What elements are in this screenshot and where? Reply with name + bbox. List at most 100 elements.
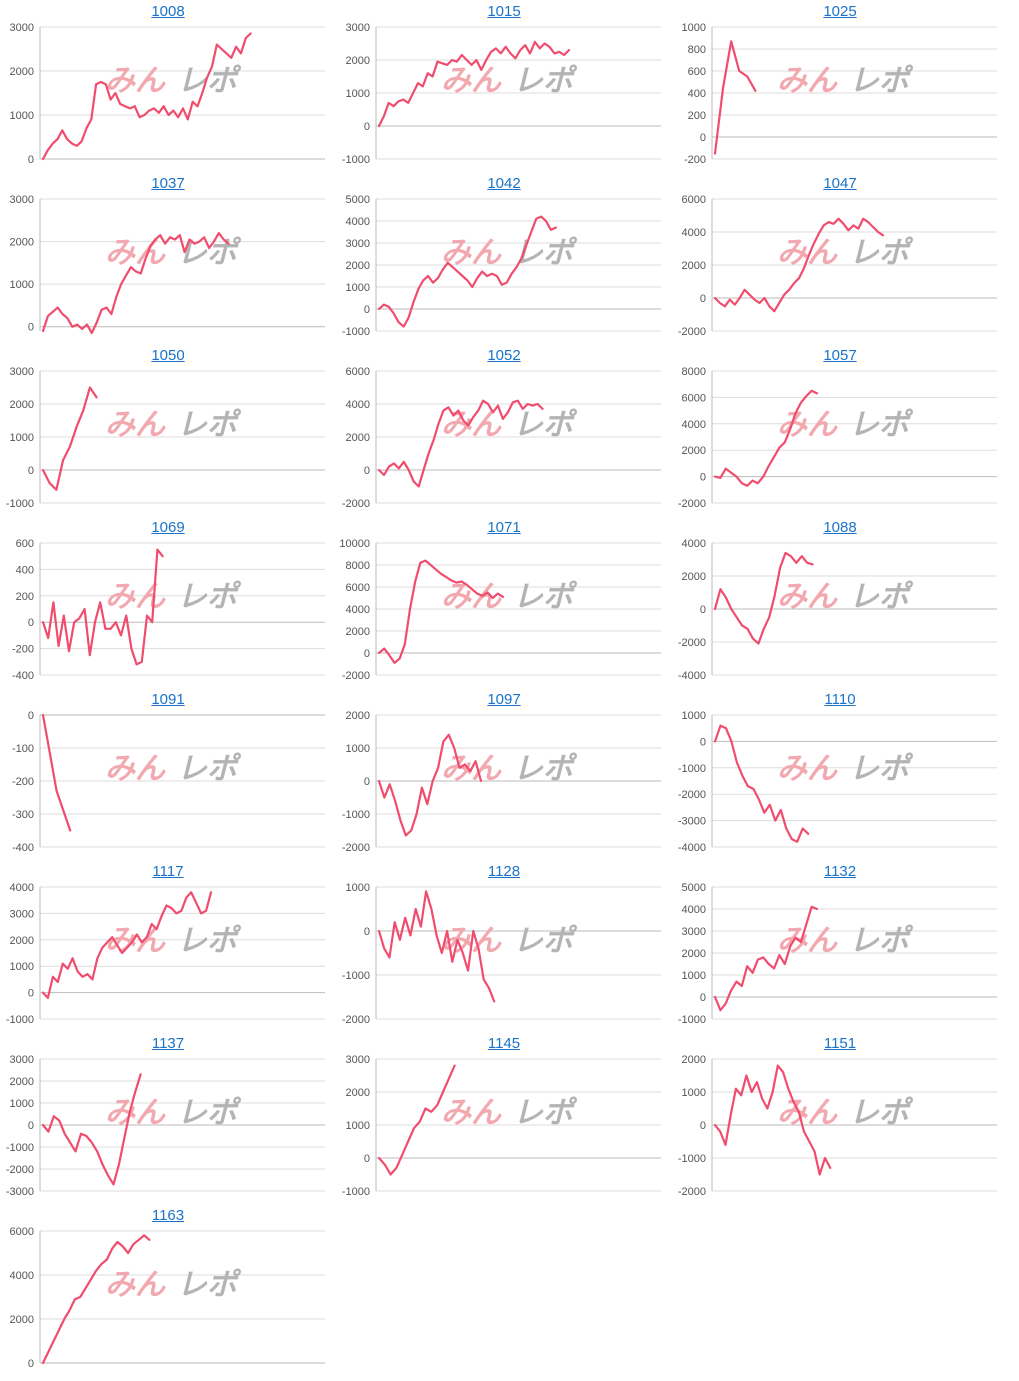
chart-panel: 1047 -2000 0 2000 4000 6000 みん レポ: [672, 173, 1008, 343]
y-tick-label: 0: [28, 465, 34, 477]
y-tick-label: 200: [688, 110, 706, 122]
y-tick-label: 3000: [10, 194, 34, 206]
chart-title-link[interactable]: 1069: [151, 519, 185, 536]
y-tick-label: -200: [12, 644, 34, 656]
y-tick-label: -400: [12, 670, 34, 682]
chart-title-link[interactable]: 1137: [151, 1035, 185, 1052]
watermark-logo: みん レポ: [777, 580, 914, 613]
y-tick-label: -2000: [678, 789, 706, 801]
chart-panel: 1151 -2000 -1000 0 1000 2000 みん レポ: [672, 1033, 1008, 1203]
y-tick-label: 2000: [346, 626, 370, 638]
chart-panel: 1128 -2000 -1000 0 1000 みん レポ: [336, 861, 672, 1031]
y-tick-label: -1000: [6, 1014, 34, 1026]
chart-panel: 1088 -4000 -2000 0 2000 4000 みん レポ: [672, 517, 1008, 687]
chart-title-link[interactable]: 1052: [487, 347, 521, 364]
line-chart: -400 -200 0 200 400 600 みん レポ: [12, 538, 325, 682]
line-chart: -2000 0 2000 4000 6000 みん レポ: [342, 366, 661, 510]
y-tick-label: -100: [12, 743, 34, 755]
y-tick-label: -3000: [6, 1186, 34, 1198]
chart-title-link[interactable]: 1110: [824, 691, 856, 708]
y-tick-label: 4000: [682, 904, 706, 916]
chart-title-link[interactable]: 1008: [151, 3, 185, 20]
chart-title-link[interactable]: 1015: [487, 3, 521, 20]
chart-title-link[interactable]: 1047: [823, 175, 857, 192]
chart-title-link[interactable]: 1037: [151, 175, 185, 192]
chart-title-link[interactable]: 1025: [823, 3, 857, 20]
watermark-logo: みん レポ: [105, 64, 242, 97]
line-chart: -1000 0 1000 2000 3000 みん レポ: [6, 366, 325, 510]
chart-title-link[interactable]: 1163: [151, 1207, 185, 1224]
y-tick-label: 3000: [10, 366, 34, 378]
y-tick-label: 1000: [682, 710, 706, 722]
y-tick-label: 2000: [10, 1076, 34, 1088]
line-chart: 0 1000 2000 3000 みん レポ: [10, 22, 325, 166]
y-tick-label: -4000: [678, 842, 706, 854]
chart-title-link[interactable]: 1145: [487, 1035, 521, 1052]
chart-title-link[interactable]: 1088: [823, 519, 857, 536]
watermark-logo: みん レポ: [777, 752, 914, 785]
chart-title-link[interactable]: 1151: [823, 1035, 857, 1052]
y-tick-label: 5000: [682, 882, 706, 894]
y-tick-label: 1000: [346, 282, 370, 294]
y-tick-label: 0: [700, 132, 706, 144]
chart-title-link[interactable]: 1117: [152, 863, 184, 880]
y-tick-label: -1000: [342, 970, 370, 982]
line-chart: -2000 0 2000 4000 6000 8000 10000 みん レポ: [339, 538, 661, 682]
chart-title-link[interactable]: 1097: [487, 691, 521, 708]
y-tick-label: 2000: [10, 66, 34, 78]
chart-panel: 1117 -1000 0 1000 2000 3000 4000 みん レポ: [0, 861, 336, 1031]
y-tick-label: 0: [364, 465, 370, 477]
line-chart: -1000 0 1000 2000 3000 4000 5000 みん レポ: [342, 194, 661, 338]
y-tick-label: -1000: [678, 1014, 706, 1026]
y-tick-label: -2000: [678, 326, 706, 338]
line-chart: -2000 0 2000 4000 6000 8000 みん レポ: [678, 366, 997, 510]
y-tick-label: 0: [28, 1120, 34, 1132]
y-tick-label: -2000: [6, 1164, 34, 1176]
y-tick-label: -4000: [678, 670, 706, 682]
watermark-logo: みん レポ: [441, 236, 578, 269]
y-tick-label: -1000: [342, 326, 370, 338]
y-tick-label: 0: [700, 1120, 706, 1132]
line-chart: -2000 -1000 0 1000 2000 みん レポ: [342, 710, 661, 854]
y-tick-label: -2000: [678, 498, 706, 510]
series-line: [41, 386, 98, 491]
y-tick-label: 4000: [10, 882, 34, 894]
y-tick-label: 0: [364, 304, 370, 316]
y-tick-label: 5000: [346, 194, 370, 206]
line-chart: -4000 -2000 0 2000 4000 みん レポ: [678, 538, 997, 682]
y-tick-label: 1000: [682, 22, 706, 34]
y-tick-label: 0: [364, 648, 370, 660]
watermark-logo: みん レポ: [777, 236, 914, 269]
y-tick-label: 600: [688, 66, 706, 78]
chart-title-link[interactable]: 1042: [487, 175, 521, 192]
chart-panel: 1015 -1000 0 1000 2000 3000 みん レポ: [336, 1, 672, 171]
watermark-logo: みん レポ: [105, 580, 242, 613]
chart-title-link[interactable]: 1071: [487, 519, 521, 536]
chart-title-link[interactable]: 1128: [487, 863, 521, 880]
chart-title-link[interactable]: 1050: [151, 347, 185, 364]
chart-title-link[interactable]: 1132: [823, 863, 857, 880]
chart-panel: 1037 0 1000 2000 3000 みん レポ: [0, 173, 336, 343]
y-tick-label: 8000: [346, 560, 370, 572]
series-line: [377, 890, 496, 1003]
series-line: [41, 32, 252, 161]
chart-title-link[interactable]: 1057: [823, 347, 857, 364]
y-tick-label: -3000: [678, 816, 706, 828]
line-chart: -1000 0 1000 2000 3000 4000 みん レポ: [6, 882, 325, 1026]
y-tick-label: 1000: [10, 110, 34, 122]
series-line: [377, 215, 557, 328]
y-tick-label: 800: [688, 44, 706, 56]
chart-title-link[interactable]: 1091: [151, 691, 185, 708]
y-tick-label: -400: [12, 842, 34, 854]
y-tick-label: 2000: [346, 432, 370, 444]
y-tick-label: 1000: [682, 970, 706, 982]
y-tick-label: -2000: [678, 1186, 706, 1198]
watermark-logo: みん レポ: [441, 1096, 578, 1129]
y-tick-label: -1000: [342, 809, 370, 821]
y-tick-label: 1000: [10, 432, 34, 444]
y-tick-label: 0: [28, 154, 34, 166]
y-tick-label: 6000: [346, 582, 370, 594]
line-chart: -1000 0 1000 2000 3000 みん レポ: [342, 22, 661, 166]
watermark-logo: みん レポ: [105, 1096, 242, 1129]
watermark-logo: みん レポ: [777, 1096, 914, 1129]
